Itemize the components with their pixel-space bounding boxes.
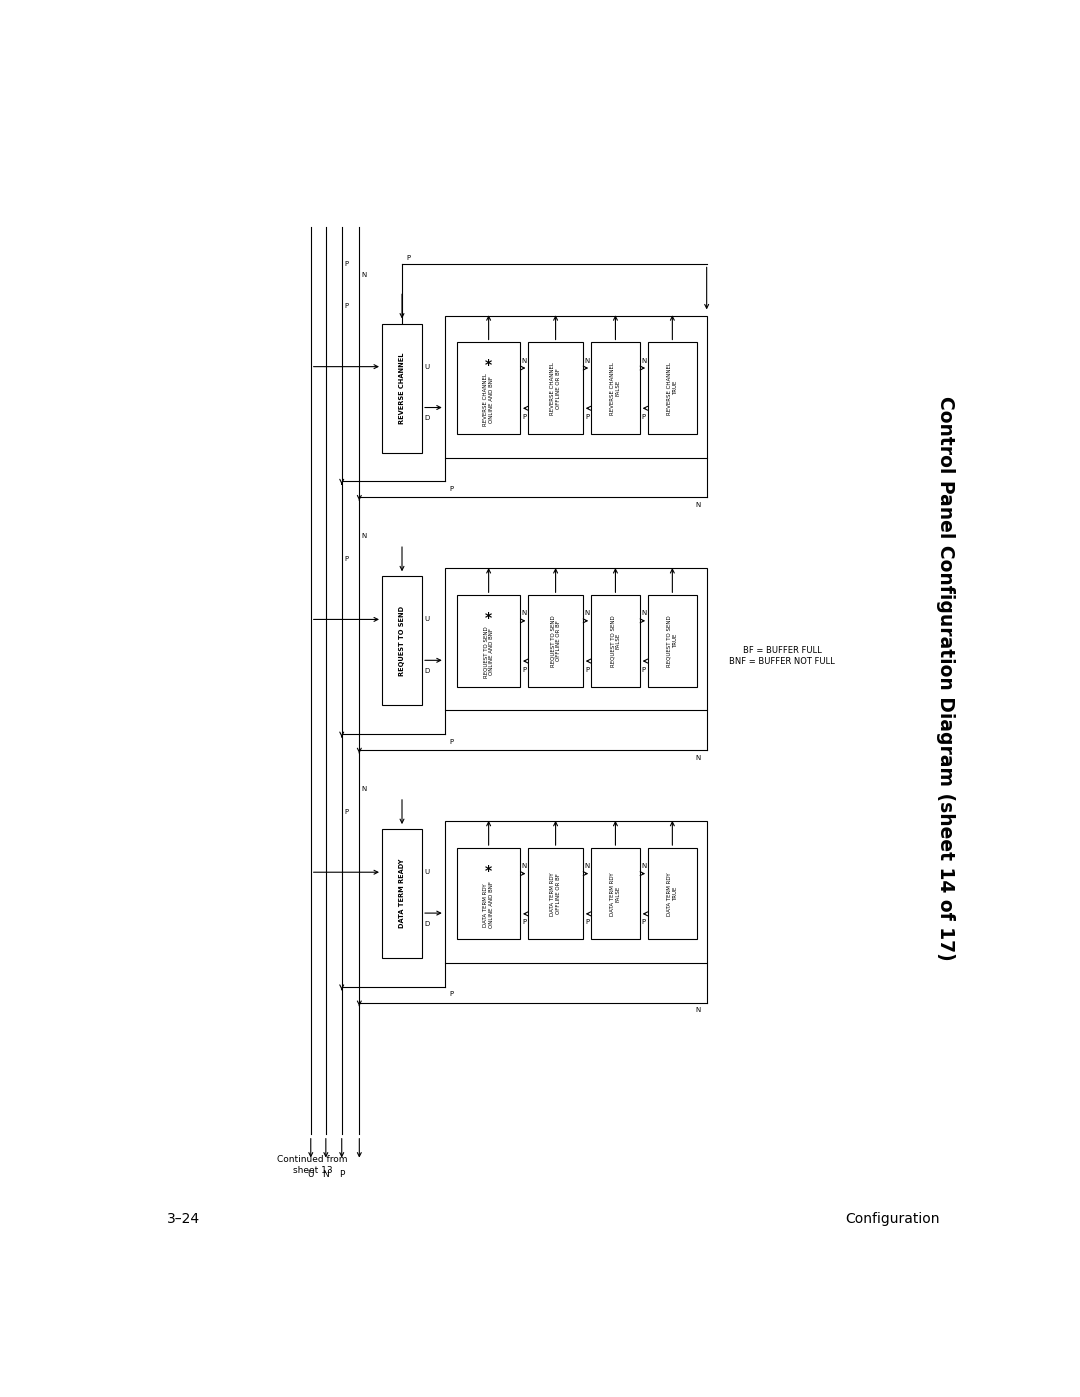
Text: P: P	[339, 1169, 345, 1179]
Text: DATA TERM READY: DATA TERM READY	[399, 859, 405, 929]
Text: P: P	[406, 256, 410, 261]
Text: P: P	[522, 666, 526, 673]
Text: N: N	[584, 610, 590, 616]
Bar	[382, 324, 422, 453]
Text: REQUEST TO SEND
FALSE: REQUEST TO SEND FALSE	[610, 615, 621, 666]
Text: DATA TERM RDY
ONLINE AND BNF: DATA TERM RDY ONLINE AND BNF	[483, 882, 494, 928]
Text: N: N	[362, 534, 367, 539]
Text: N: N	[522, 863, 527, 869]
Text: N: N	[522, 610, 527, 616]
Text: REQUEST TO SEND
ONLINE AND BNF: REQUEST TO SEND ONLINE AND BNF	[483, 626, 494, 678]
Bar	[382, 830, 422, 958]
Text: P: P	[585, 919, 589, 925]
Text: N: N	[642, 610, 647, 616]
Text: REQUEST TO SEND
TRUE: REQUEST TO SEND TRUE	[667, 615, 678, 666]
Text: DATA TERM RDY
OFFLINE OR BF: DATA TERM RDY OFFLINE OR BF	[550, 872, 561, 915]
Text: REQUEST TO SEND
OFFLINE OR BF: REQUEST TO SEND OFFLINE OR BF	[550, 615, 561, 666]
Bar	[457, 848, 521, 939]
Text: N: N	[696, 502, 701, 509]
Text: P: P	[642, 919, 646, 925]
Text: P: P	[345, 556, 349, 562]
Text: REVERSE CHANNEL
OFFLINE OR BF: REVERSE CHANNEL OFFLINE OR BF	[550, 362, 561, 415]
Bar	[445, 821, 706, 963]
Bar	[528, 595, 583, 687]
Text: DATA TERM RDY
FALSE: DATA TERM RDY FALSE	[610, 872, 621, 915]
Bar	[648, 848, 697, 939]
Text: 3–24: 3–24	[166, 1213, 200, 1227]
Text: P: P	[345, 261, 349, 267]
Text: P: P	[642, 666, 646, 673]
Bar	[591, 342, 639, 434]
Bar	[528, 848, 583, 939]
Text: N: N	[584, 358, 590, 363]
Text: REVERSE CHANNEL
TRUE: REVERSE CHANNEL TRUE	[667, 362, 678, 415]
Text: N: N	[642, 863, 647, 869]
Text: P: P	[642, 414, 646, 420]
Text: N: N	[584, 863, 590, 869]
Text: Configuration: Configuration	[846, 1213, 941, 1227]
Text: N: N	[642, 358, 647, 363]
Text: P: P	[449, 992, 454, 997]
Text: Continued from
sheet 13: Continued from sheet 13	[278, 1155, 348, 1175]
Text: P: P	[345, 809, 349, 814]
Text: DATA TERM RDY
TRUE: DATA TERM RDY TRUE	[667, 872, 678, 915]
Text: D: D	[424, 668, 430, 675]
Text: P: P	[585, 414, 589, 420]
Text: U: U	[308, 1169, 314, 1179]
Bar	[648, 595, 697, 687]
Text: N: N	[362, 787, 367, 792]
Text: REQUEST TO SEND: REQUEST TO SEND	[399, 606, 405, 676]
Text: D: D	[424, 921, 430, 926]
Text: P: P	[522, 414, 526, 420]
Text: *: *	[485, 610, 492, 624]
Text: U: U	[424, 363, 430, 370]
Bar	[591, 848, 639, 939]
Text: REVERSE CHANNEL
FALSE: REVERSE CHANNEL FALSE	[610, 362, 621, 415]
Text: REVERSE CHANNEL
ONLINE AND BNF: REVERSE CHANNEL ONLINE AND BNF	[483, 373, 494, 426]
Bar	[457, 595, 521, 687]
Text: N: N	[362, 272, 367, 278]
Text: P: P	[345, 303, 349, 309]
Bar	[445, 569, 706, 710]
Text: *: *	[485, 863, 492, 877]
Text: BF = BUFFER FULL
BNF = BUFFER NOT FULL: BF = BUFFER FULL BNF = BUFFER NOT FULL	[729, 647, 835, 666]
Text: D: D	[424, 415, 430, 422]
Bar	[528, 342, 583, 434]
Text: N: N	[522, 358, 527, 363]
Text: N: N	[696, 754, 701, 760]
Text: P: P	[449, 739, 454, 745]
Text: REVERSE CHANNEL: REVERSE CHANNEL	[399, 352, 405, 423]
Text: Control Panel Configuration Diagram (sheet 14 of 17): Control Panel Configuration Diagram (she…	[935, 397, 955, 961]
Text: U: U	[424, 616, 430, 623]
Bar	[445, 316, 706, 458]
Text: U: U	[424, 869, 430, 875]
Text: *: *	[485, 358, 492, 372]
Text: P: P	[449, 486, 454, 492]
Text: P: P	[522, 919, 526, 925]
Text: P: P	[585, 666, 589, 673]
Text: N: N	[696, 1007, 701, 1013]
Bar	[591, 595, 639, 687]
Bar	[457, 342, 521, 434]
Bar	[382, 577, 422, 705]
Bar	[648, 342, 697, 434]
Text: N: N	[323, 1169, 329, 1179]
